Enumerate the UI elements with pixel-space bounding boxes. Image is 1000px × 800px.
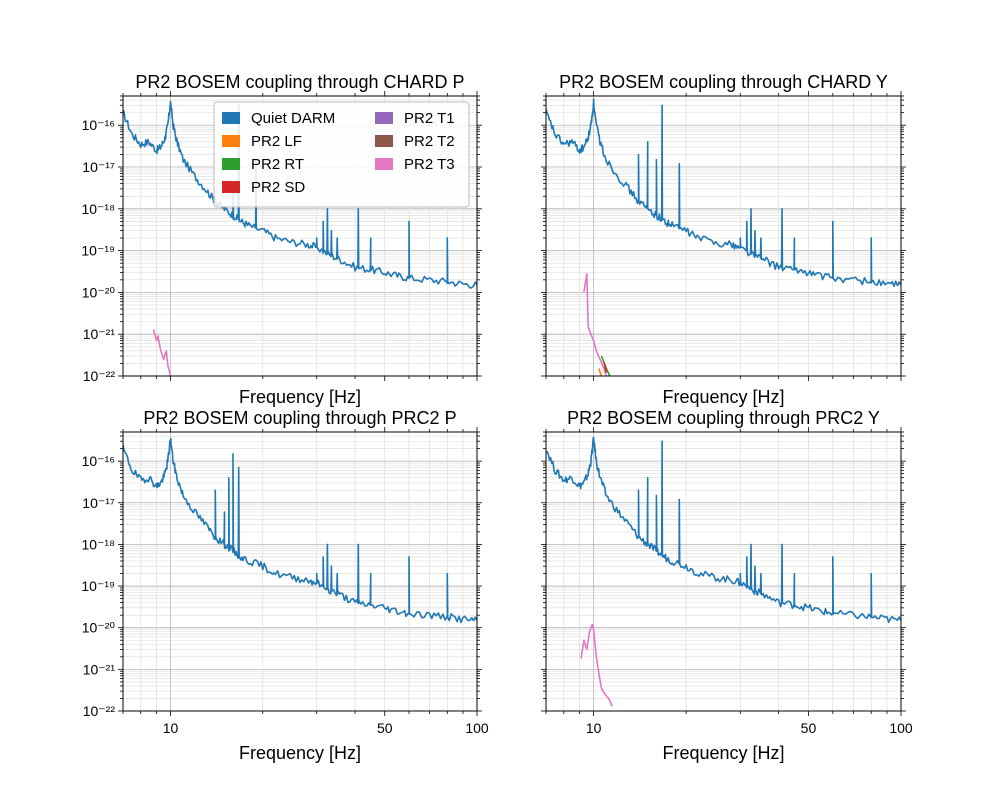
ticks: [541, 91, 906, 381]
x-axis-label: Frequency [Hz]: [662, 387, 784, 407]
legend-label: PR2 RT: [251, 156, 304, 173]
x-axis-label: Frequency [Hz]: [239, 387, 361, 407]
legend-label: PR2 LF: [251, 133, 302, 150]
legend-label: PR2 T1: [404, 110, 455, 127]
legend-label: PR2 SD: [251, 179, 305, 196]
axes-frame: [545, 431, 902, 712]
chart-panel-2: PR2 BOSEM coupling through CHARD Y Freque…: [541, 72, 906, 407]
series-line-quiet-darm: [123, 437, 477, 624]
legend-label: Quiet DARM: [251, 110, 335, 127]
series-line-quiet-darm: [123, 100, 477, 289]
series-line-pr2-sd: [603, 361, 608, 373]
legend-swatch-pr2-sd: [222, 181, 240, 193]
legend-label: PR2 T3: [404, 156, 455, 173]
y-tick-label: 10⁻²¹: [83, 661, 116, 677]
y-tick-label: 10⁻¹⁹: [81, 578, 115, 594]
y-tick-label: 10⁻¹⁶: [82, 117, 115, 133]
axes-frame: [122, 431, 478, 712]
legend-label: PR2 T2: [404, 133, 455, 150]
x-tick-label: 50: [377, 720, 393, 736]
x-axis-label: Frequency [Hz]: [239, 743, 361, 763]
x-axis-label: Frequency [Hz]: [662, 743, 784, 763]
y-tick-label: 10⁻¹⁹: [81, 243, 115, 259]
chart-panel-3: 10⁻¹⁶ 10⁻¹⁷ 10⁻¹⁸ 10⁻¹⁹ 10⁻²⁰ 10⁻²¹ 10⁻²² 10 50 1…: [81, 408, 489, 763]
ticks: 10⁻¹⁶ 10⁻¹⁷ 10⁻¹⁸ 10⁻¹⁹ 10⁻²⁰ 10⁻²¹ 10⁻²² 10 50 1…: [81, 427, 489, 736]
panel-title: PR2 BOSEM coupling through CHARD Y: [559, 72, 888, 92]
grid: [545, 95, 902, 377]
y-tick-label: 10⁻¹⁷: [82, 159, 115, 175]
legend-swatch-quiet-darm: [222, 112, 240, 124]
y-tick-label: 10⁻²⁰: [82, 620, 116, 636]
x-tick-label: 50: [801, 720, 817, 736]
series-group: [546, 436, 901, 707]
y-tick-label: 10⁻¹⁷: [82, 495, 115, 511]
panels: 10⁻¹⁶ 10⁻¹⁷ 10⁻¹⁸ 10⁻¹⁹ 10⁻²⁰ 10⁻²¹ 10⁻²² PR2 B…: [81, 72, 913, 763]
y-tick-label: 10⁻¹⁸: [81, 201, 115, 217]
y-tick-label: 10⁻²¹: [83, 326, 116, 342]
series-line-quiet-darm: [546, 98, 901, 288]
legend-swatch-pr2-rt: [222, 158, 240, 170]
y-tick-label: 10⁻²⁰: [82, 284, 116, 300]
series-line-quiet-darm: [546, 436, 901, 623]
series-line-pr2-t3: [580, 623, 614, 707]
legend-swatch-pr2-lf: [222, 135, 240, 147]
x-tick-label: 100: [465, 720, 489, 736]
panel-title: PR2 BOSEM coupling through CHARD P: [135, 72, 464, 92]
legend-swatch-pr2-t1: [375, 112, 393, 124]
chart-panel-4: 10 50 100 PR2 BOSEM coupling through PRC2 Y…: [541, 408, 913, 763]
legend-frame: [213, 101, 470, 208]
x-tick-label: 100: [889, 720, 913, 736]
legend-swatch-pr2-t2: [375, 135, 393, 147]
series-group: [123, 100, 477, 376]
series-line-pr2-rt: [600, 355, 611, 376]
y-tick-label: 10⁻¹⁸: [81, 536, 115, 552]
series-group: [123, 437, 477, 624]
legend: Quiet DARM PR2 LF PR2 RT PR2 SD PR2 T1 PR2 T2…: [213, 101, 470, 208]
series-group: [546, 98, 901, 376]
axes-frame: [545, 95, 902, 377]
series-line-pr2-lf: [598, 368, 603, 376]
axes-frame: [122, 95, 478, 377]
y-tick-label: 10⁻²²: [83, 703, 116, 719]
ticks: 10⁻¹⁶ 10⁻¹⁷ 10⁻¹⁸ 10⁻¹⁹ 10⁻²⁰ 10⁻²¹ 10⁻²²: [81, 91, 482, 384]
series-line-pr2-t3: [152, 329, 172, 376]
ticks: 10 50 100: [541, 427, 913, 736]
series-line-pr2-t3: [583, 272, 608, 376]
panel-title: PR2 BOSEM coupling through PRC2 P: [143, 408, 456, 428]
panel-title: PR2 BOSEM coupling through PRC2 Y: [567, 408, 880, 428]
y-tick-label: 10⁻¹⁶: [82, 453, 115, 469]
legend-swatch-pr2-t3: [375, 158, 393, 170]
y-tick-label: 10⁻²²: [83, 368, 116, 384]
x-tick-label: 10: [586, 720, 602, 736]
x-tick-label: 10: [163, 720, 179, 736]
